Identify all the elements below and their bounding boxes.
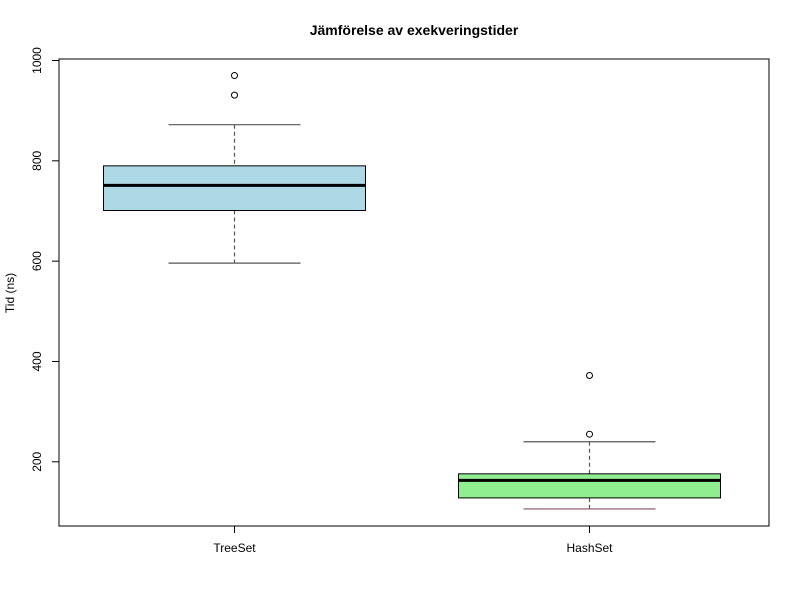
outlier-point xyxy=(231,91,238,99)
outlier-point xyxy=(586,430,593,438)
x-tick-label: TreeSet xyxy=(213,541,256,555)
y-tick-label: 1000 xyxy=(30,47,44,74)
y-axis-label: Tid (ns) xyxy=(3,273,17,313)
box-iqr xyxy=(458,473,721,499)
y-tick-label: 400 xyxy=(30,351,44,371)
y-tick-label: 200 xyxy=(30,451,44,471)
y-tick-label: 600 xyxy=(30,251,44,271)
plot-frame xyxy=(58,58,770,527)
box-treeset xyxy=(103,72,366,264)
x-tick-label: HashSet xyxy=(566,541,613,555)
x-axis: TreeSet HashSet xyxy=(213,526,613,555)
y-axis: 200 400 600 800 1000 xyxy=(30,47,59,472)
box-hashset xyxy=(458,372,721,510)
outlier-point xyxy=(231,72,238,80)
y-tick-label: 800 xyxy=(30,150,44,170)
chart-title: Jämförelse av exekveringstider xyxy=(310,22,519,38)
box-iqr xyxy=(103,165,366,211)
plot-area xyxy=(103,72,721,510)
outlier-point xyxy=(586,372,593,380)
